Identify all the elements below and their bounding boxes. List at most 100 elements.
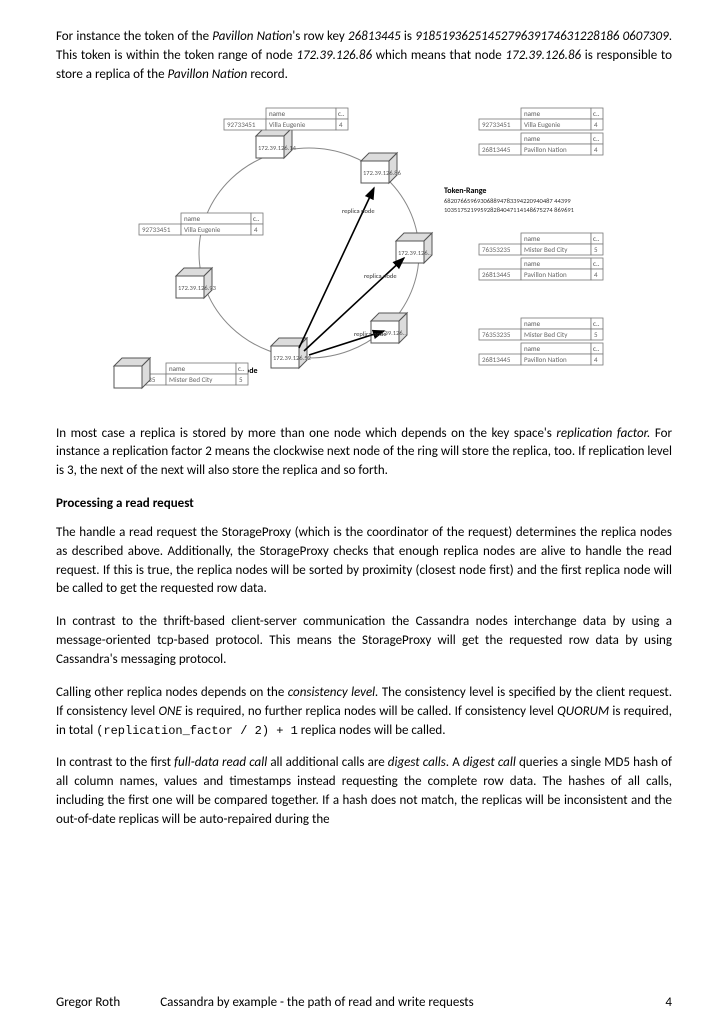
digest-call-italic: digest call: [463, 755, 516, 770]
ring-nodes: 172.39.126.14 172.39.126.86 172.39.126... 1…: [176, 128, 433, 368]
svg-text:Pavillon Nation: Pavillon Nation: [524, 355, 567, 364]
section-heading: Processing a read request: [56, 495, 672, 514]
svg-text:172.39.126.86: 172.39.126.86: [363, 169, 402, 177]
ring-node-cube: 172.39.126.14: [256, 128, 297, 158]
text: In most case a replica is stored by more…: [56, 426, 556, 441]
svg-text:c..: c..: [338, 109, 345, 118]
svg-text:c..: c..: [593, 259, 600, 268]
token-range-value-1: 682076659693068894783394220940487 44399: [444, 197, 571, 205]
node-ip-italic: 172.39.126.86: [505, 48, 581, 63]
token-range-label: Token-Range: [444, 186, 486, 196]
page-footer: Gregor Roth Cassandra by example - the p…: [56, 994, 672, 1013]
svg-text:name: name: [184, 214, 201, 223]
svg-text:172.39.126.14: 172.39.126.14: [258, 144, 297, 152]
svg-text:Mister Bed City: Mister Bed City: [169, 375, 213, 384]
svg-text:c..: c..: [593, 134, 600, 143]
svg-text:Villa Eugenie: Villa Eugenie: [184, 225, 221, 234]
text: replica nodes will be called.: [298, 723, 446, 738]
svg-text:5: 5: [239, 375, 243, 384]
svg-text:name: name: [524, 134, 541, 143]
token-value-italic: 9185193625145279639174631228186 0607309: [415, 29, 669, 44]
footer-page-number: 4: [665, 994, 672, 1013]
svg-text:name: name: [524, 344, 541, 353]
svg-text:c..: c..: [593, 344, 600, 353]
text: For instance the token of the: [56, 29, 212, 44]
footer-author: Gregor Roth: [56, 994, 120, 1013]
replication-factor-italic: replication factor.: [556, 426, 650, 441]
pavillon-nation-italic: Pavillon Nation: [168, 67, 248, 82]
svg-text:92733451: 92733451: [227, 120, 256, 129]
text: 's row key: [292, 29, 348, 44]
row-key-italic: 26813445: [348, 29, 401, 44]
svg-text:Villa Eugenie: Villa Eugenie: [269, 120, 306, 129]
svg-text:c..: c..: [593, 109, 600, 118]
svg-text:name: name: [169, 364, 186, 373]
svg-text:c..: c..: [238, 364, 245, 373]
svg-text:4: 4: [254, 225, 258, 234]
svg-text:172.39.126.52: 172.39.126.52: [273, 354, 312, 362]
read-request-paragraph-1: The handle a read request the StoragePro…: [56, 524, 672, 599]
intro-paragraph: For instance the token of the Pavillon N…: [56, 28, 672, 85]
text: record.: [247, 67, 287, 82]
svg-text:4: 4: [594, 270, 598, 279]
text: . A: [446, 755, 463, 770]
read-request-paragraph-2: In contrast to the thrift-based client-s…: [56, 613, 672, 670]
svg-text:Villa Eugenie: Villa Eugenie: [524, 120, 561, 129]
consistency-level-paragraph: Calling other replica nodes depends on t…: [56, 684, 672, 741]
digest-calls-italic: digest calls: [388, 755, 446, 770]
text: is: [401, 29, 415, 44]
svg-text:26813445: 26813445: [482, 270, 511, 279]
data-table: name c.. 26813445 Pavillon Nation 4: [479, 258, 603, 280]
ring-node-cube: 172.39.126...: [396, 233, 433, 263]
svg-text:92733451: 92733451: [482, 120, 511, 129]
ring-node-cube: 172.39.126.52: [271, 338, 312, 368]
svg-text:name: name: [524, 259, 541, 268]
svg-text:26813445: 26813445: [482, 145, 511, 154]
svg-text:76353235: 76353235: [482, 245, 511, 254]
svg-text:c..: c..: [253, 214, 260, 223]
svg-text:5: 5: [594, 245, 598, 254]
svg-text:26813445: 26813445: [482, 355, 511, 364]
text: Calling other replica nodes depends on t…: [56, 685, 288, 700]
svg-text:4: 4: [594, 355, 598, 364]
svg-text:172.39.126.93: 172.39.126.93: [178, 284, 217, 292]
ring-node-cube: 172.39.126.93: [176, 268, 217, 298]
replica-label-3: replica node: [354, 330, 387, 338]
svg-text:name: name: [269, 109, 286, 118]
svg-text:name: name: [524, 319, 541, 328]
svg-text:76353235: 76353235: [482, 330, 511, 339]
svg-text:5: 5: [594, 330, 598, 339]
svg-text:c..: c..: [593, 234, 600, 243]
quorum-italic: QUORUM: [557, 704, 609, 719]
svg-text:172.39.126...: 172.39.126...: [398, 249, 433, 257]
digest-call-paragraph: In contrast to the first full-data read …: [56, 754, 672, 829]
data-table: name c.. 76353235 Mister Bed City 5: [479, 318, 603, 340]
svg-text:4: 4: [339, 120, 343, 129]
svg-text:92733451: 92733451: [142, 225, 171, 234]
svg-text:Mister Bed City: Mister Bed City: [524, 245, 568, 254]
svg-text:name: name: [524, 109, 541, 118]
svg-text:c..: c..: [593, 319, 600, 328]
replica-label-1: replica node: [342, 207, 375, 215]
data-table: name c.. 76353235 Mister Bed City 5: [479, 233, 603, 255]
data-table: name c.. 92733451 Villa Eugenie 4: [479, 108, 603, 130]
svg-text:Pavillon Nation: Pavillon Nation: [524, 145, 567, 154]
text: which means that node: [372, 48, 505, 63]
footer-title: Cassandra by example - the path of read …: [160, 994, 474, 1013]
node-ip-italic: 172.39.126.86: [296, 48, 372, 63]
svg-text:4: 4: [594, 120, 598, 129]
svg-text:Mister Bed City: Mister Bed City: [524, 330, 568, 339]
consistency-level-italic: consistency level.: [288, 685, 379, 700]
text: is required, no further replica nodes wi…: [182, 704, 557, 719]
replica-label-2: replica node: [364, 272, 397, 280]
text: all additional calls are: [267, 755, 388, 770]
svg-text:name: name: [524, 234, 541, 243]
svg-text:4: 4: [594, 145, 598, 154]
full-data-italic: full-data read call: [174, 755, 267, 770]
text: In contrast to the first: [56, 755, 174, 770]
pavillon-nation-italic: Pavillon Nation: [212, 29, 292, 44]
data-table: name c.. 26813445 Pavillon Nation 4: [479, 343, 603, 365]
formula-mono: (replication_factor / 2) + 1: [96, 724, 298, 738]
token-range-value-2: 103517521995928284047114148675274 869691: [444, 206, 574, 214]
svg-text:Pavillon Nation: Pavillon Nation: [524, 270, 567, 279]
